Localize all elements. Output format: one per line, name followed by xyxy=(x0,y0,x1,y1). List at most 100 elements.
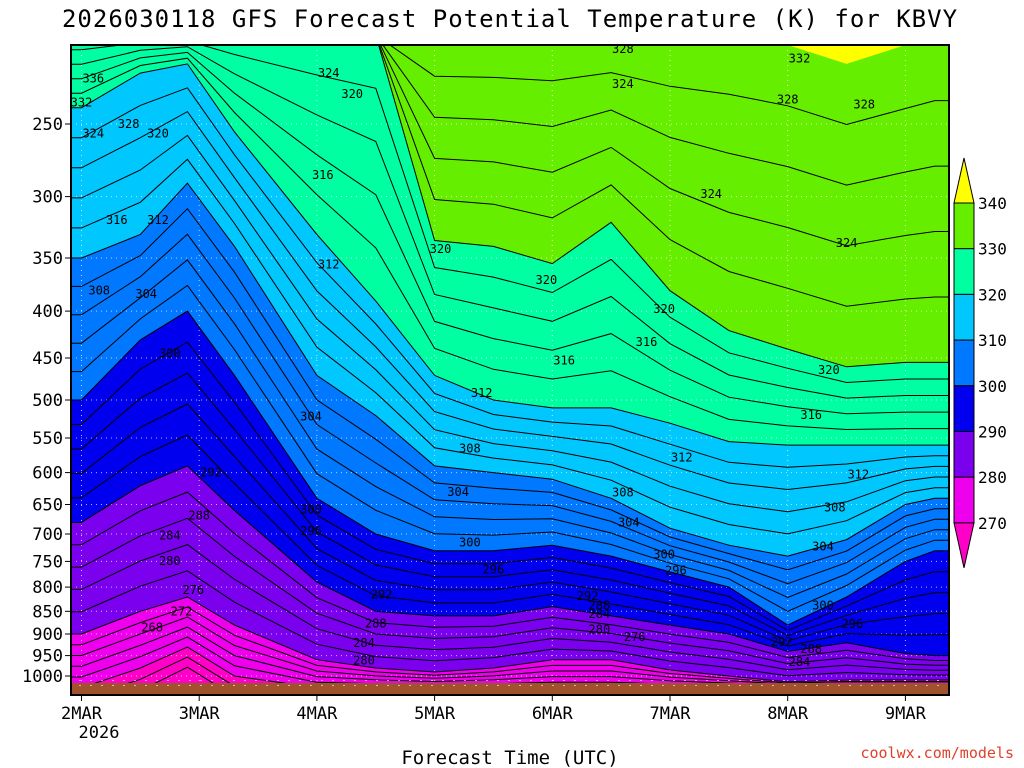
y-tick-label: 600 xyxy=(32,464,63,484)
y-tick-label: 350 xyxy=(32,249,63,269)
contour-label: 332 xyxy=(789,51,811,65)
ground-dots xyxy=(71,680,949,686)
isotherm-320 xyxy=(71,63,949,446)
isotherm-328 xyxy=(71,45,949,384)
isotherm-318 xyxy=(71,87,949,468)
color-legend: 340 330 320 310 300 290 280 270 xyxy=(953,157,1007,569)
x-axis-label: Forecast Time (UTC) xyxy=(401,747,618,768)
legend-swatch xyxy=(953,293,975,341)
isotherm-284 xyxy=(71,544,949,671)
x-tick-label: 6MAR xyxy=(532,704,574,724)
isotherm-304 xyxy=(71,259,949,599)
isotherm-326 xyxy=(71,46,949,399)
contour-label: 284 xyxy=(589,607,611,621)
x-tick-label: 3MAR xyxy=(179,704,221,724)
contour-label: 292 xyxy=(577,589,599,603)
x-tick-label: 9MAR xyxy=(885,704,927,724)
isotherm-310 xyxy=(71,182,949,557)
contour-label: 320 xyxy=(536,273,558,287)
contour-label: 292 xyxy=(771,635,793,649)
contour-label: 308 xyxy=(824,501,846,515)
contour-label: 304 xyxy=(812,539,834,553)
contour-label: 276 xyxy=(624,630,646,644)
y-tick-label: 450 xyxy=(32,349,63,369)
isotherm-306 xyxy=(71,233,949,585)
contour-label: 328 xyxy=(118,117,140,131)
contour-label: 328 xyxy=(612,42,634,56)
isotherm-312 xyxy=(71,158,949,535)
x-axis-year-label: 2026 xyxy=(79,723,120,743)
legend-label: 330 xyxy=(978,240,1007,259)
legend-arrow-bottom xyxy=(953,522,975,569)
contour-label: 296 xyxy=(483,562,505,576)
isotherm-292 xyxy=(71,434,949,647)
contour-label: 316 xyxy=(636,335,658,349)
legend-swatch xyxy=(953,431,975,478)
contour-label: 296 xyxy=(300,524,322,538)
contour-label: 292 xyxy=(371,588,393,602)
y-tick-label: 400 xyxy=(32,302,63,322)
contour-label: 304 xyxy=(300,409,322,423)
isotherm-334 xyxy=(379,45,949,247)
contour-label: 328 xyxy=(853,97,875,111)
contour-label: 308 xyxy=(459,442,481,456)
contour-label: 308 xyxy=(88,284,110,298)
isotherm-330 xyxy=(378,45,949,368)
isotherm-324 xyxy=(71,51,949,415)
isotherm-298 xyxy=(71,341,949,631)
contour-label: 288 xyxy=(365,617,387,631)
y-tick-label: 1000 xyxy=(22,667,63,687)
contour-label: 332 xyxy=(71,96,93,110)
y-tick-label: 800 xyxy=(32,578,63,598)
contour-label: 284 xyxy=(159,529,181,543)
y-tick-label: 650 xyxy=(32,496,63,516)
contour-label: 288 xyxy=(188,508,210,522)
legend-label: 320 xyxy=(978,285,1007,304)
contour-label: 316 xyxy=(800,408,822,422)
x-tick-label: 4MAR xyxy=(296,704,338,724)
contour-label: 320 xyxy=(653,302,675,316)
temperature-bands xyxy=(71,45,949,695)
contour-label: 300 xyxy=(159,347,181,361)
contour-label: 324 xyxy=(318,66,340,80)
contour-label: 300 xyxy=(459,535,481,549)
contour-label: 268 xyxy=(141,620,163,634)
x-tick-label: 7MAR xyxy=(650,704,692,724)
isotherm-290 xyxy=(71,465,949,657)
x-tick-label: 5MAR xyxy=(414,704,456,724)
contour-label: 308 xyxy=(612,486,634,500)
contour-label: 296 xyxy=(842,617,864,631)
contour-label: 316 xyxy=(312,168,334,182)
contour-label: 324 xyxy=(700,187,722,201)
legend-label: 290 xyxy=(978,423,1007,442)
contour-label: 280 xyxy=(589,623,611,637)
isotherm-336 xyxy=(382,45,949,186)
contour-label: 280 xyxy=(159,554,181,568)
y-tick-label: 950 xyxy=(32,647,63,667)
legend-label: 340 xyxy=(978,194,1007,213)
y-tick-label: 500 xyxy=(32,391,63,411)
legend-swatch xyxy=(953,476,975,524)
contour-label: 296 xyxy=(665,563,687,577)
isotherm-338 xyxy=(389,45,949,126)
legend-label: 310 xyxy=(978,331,1007,350)
contour-label: 276 xyxy=(182,583,204,597)
contour-label: 328 xyxy=(777,92,799,106)
y-tick-label: 250 xyxy=(32,115,63,135)
isotherm-286 xyxy=(71,517,949,666)
x-tick-label: 2MAR xyxy=(61,704,103,724)
contour-label: 320 xyxy=(430,242,452,256)
credit-link[interactable]: coolwx.com/models xyxy=(860,744,1014,762)
contour-label: 324 xyxy=(82,126,104,140)
y-tick-label: 850 xyxy=(32,602,63,622)
band-270_280 xyxy=(71,597,949,695)
contour-label: 300 xyxy=(812,599,834,613)
isotherm-288 xyxy=(71,491,949,661)
y-axis: 250 300 350 400 450 500 550 600 650 700 750 800 850 9… xyxy=(22,115,71,687)
contour-label: 336 xyxy=(82,72,104,86)
legend-arrow-top xyxy=(953,157,975,204)
contour-label: 272 xyxy=(171,604,193,618)
y-tick-label: 550 xyxy=(32,429,63,449)
